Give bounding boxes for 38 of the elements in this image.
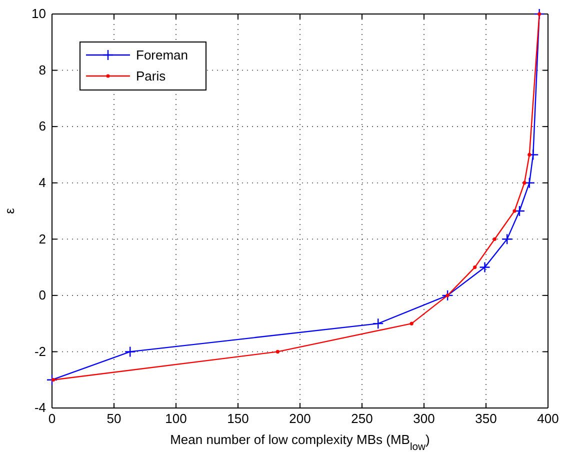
point — [528, 152, 532, 157]
x-tick-label: 200 — [289, 411, 311, 426]
x-tick-label: 400 — [537, 411, 559, 426]
x-tick-label: 250 — [351, 411, 373, 426]
point — [512, 209, 516, 213]
x-tick-label: 150 — [227, 411, 249, 426]
legend-label: Paris — [136, 68, 166, 84]
point — [410, 322, 414, 326]
y-tick-label: 4 — [38, 175, 46, 190]
y-tick-label: -4 — [34, 400, 46, 416]
legend-label: Foreman — [136, 48, 188, 62]
y-tick-label: 6 — [38, 118, 46, 134]
point — [534, 8, 545, 20]
point — [538, 12, 542, 16]
x-tick-label: 100 — [165, 411, 187, 426]
x-tick-label: 0 — [48, 411, 56, 426]
y-axis-title: ε — [2, 208, 17, 214]
point — [492, 237, 496, 241]
point — [276, 350, 280, 354]
point — [46, 374, 58, 386]
x-tick-label: 350 — [475, 411, 497, 426]
point — [442, 290, 454, 302]
y-tick-label: 0 — [38, 288, 46, 303]
point — [446, 294, 450, 298]
point — [473, 265, 477, 270]
y-tick-label: -2 — [34, 344, 46, 359]
point — [372, 318, 384, 330]
point — [522, 181, 526, 185]
y-tick-label: 2 — [38, 231, 46, 246]
point — [51, 378, 56, 382]
y-tick-label: 10 — [32, 6, 46, 22]
y-tick-label: 8 — [38, 62, 46, 78]
x-tick-label: 300 — [413, 411, 435, 426]
point — [479, 262, 490, 273]
point — [124, 346, 136, 358]
x-tick-label: 50 — [106, 411, 122, 426]
point — [501, 234, 513, 245]
x-axis-title: Mean number of low complexity MBs (MB$_{low}$) — [170, 432, 430, 452]
